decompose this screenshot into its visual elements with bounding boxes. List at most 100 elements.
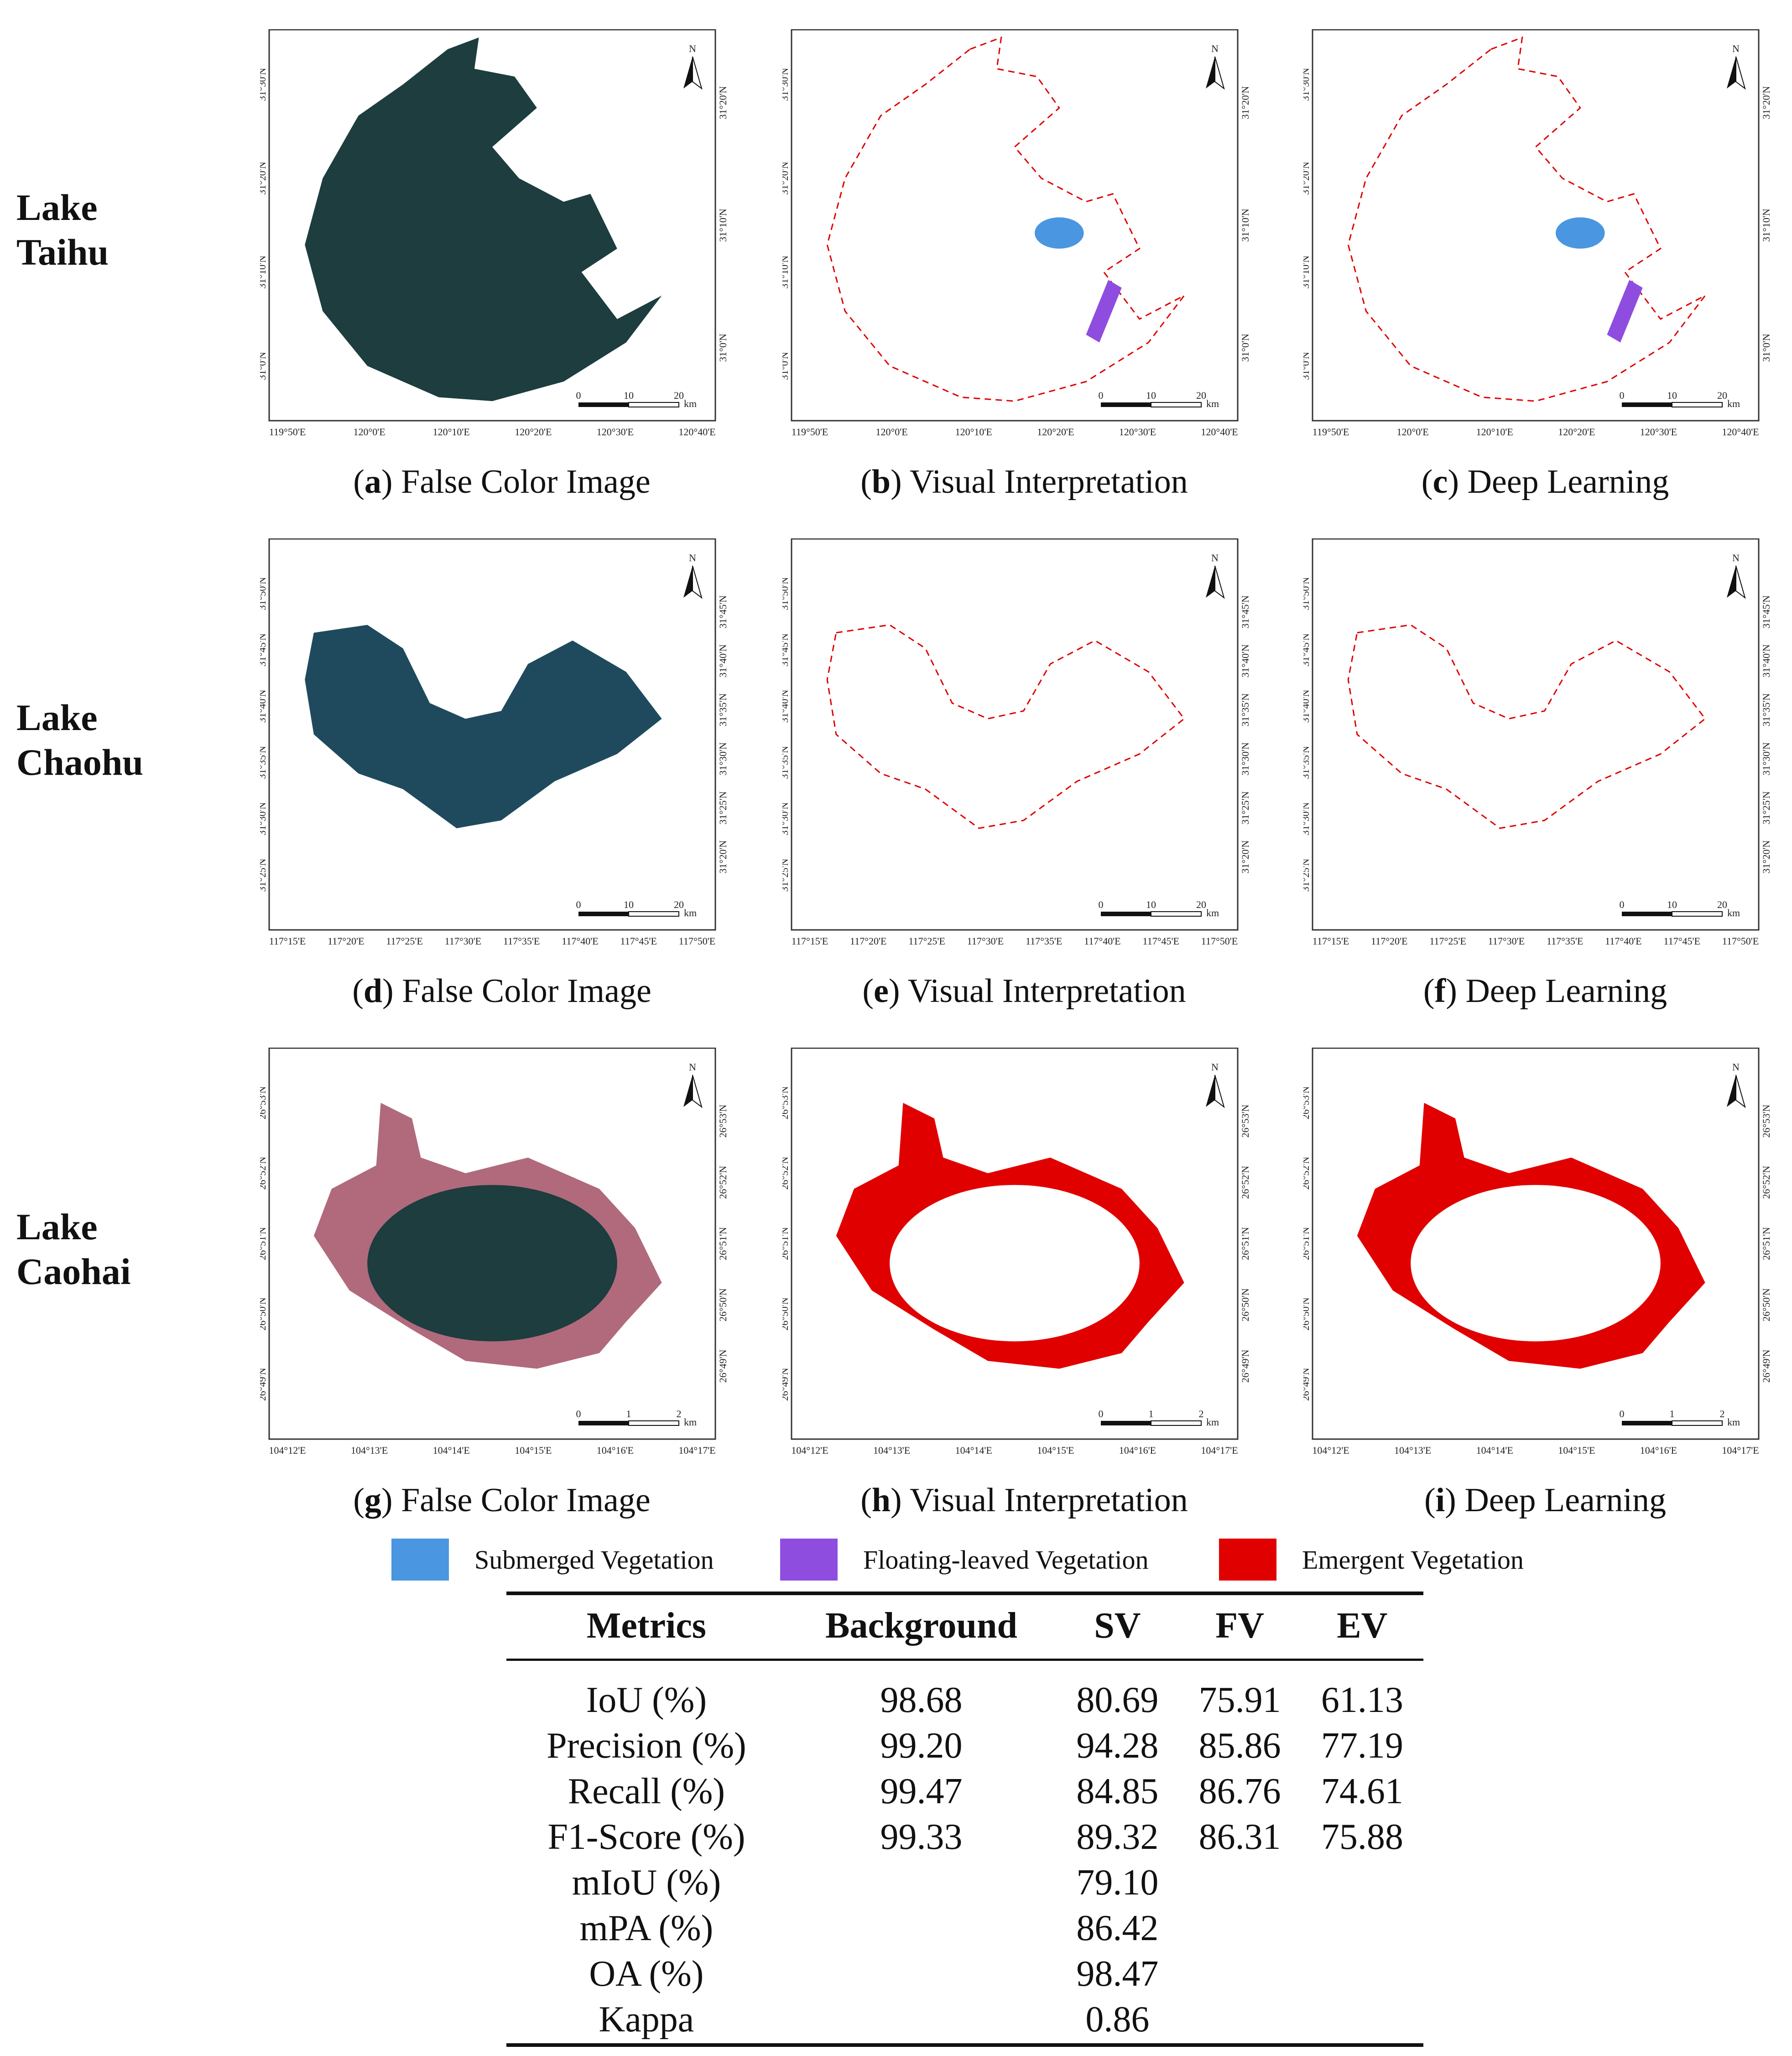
- svg-text:31°10'N: 31°10'N: [717, 209, 729, 242]
- table-cell: 85.86: [1198, 1725, 1281, 1766]
- svg-text:120°0'E: 120°0'E: [875, 426, 907, 438]
- svg-text:31°20'N: 31°20'N: [1240, 86, 1251, 120]
- table-cell: 74.61: [1321, 1771, 1403, 1811]
- lake-water: [305, 37, 662, 402]
- svg-text:117°30'E: 117°30'E: [1488, 935, 1525, 947]
- svg-text:26°51'N: 26°51'N: [260, 1227, 268, 1260]
- svg-text:31°50'N: 31°50'N: [260, 577, 268, 611]
- map-frame: [791, 29, 1239, 422]
- svg-text:26°51'N: 26°51'N: [1761, 1227, 1772, 1260]
- north-arrow-icon: N: [683, 552, 703, 599]
- legend-item-floating: Floating-leaved Vegetation: [780, 1537, 1148, 1582]
- table-cell: 99.47: [880, 1771, 963, 1811]
- svg-text:26°51'N: 26°51'N: [782, 1227, 790, 1260]
- scale-label: 10: [1146, 390, 1156, 401]
- scale-label: 2: [1720, 1408, 1725, 1419]
- table-cell: Recall (%): [568, 1771, 725, 1811]
- svg-text:31°45'N: 31°45'N: [260, 633, 268, 667]
- svg-text:31°0'N: 31°0'N: [1303, 352, 1311, 380]
- metrics-table: Metrics Background SV FV EV IoU (%) 98.68…: [506, 1592, 1423, 2053]
- svg-text:117°40'E: 117°40'E: [1605, 935, 1641, 947]
- svg-text:N: N: [1211, 552, 1219, 564]
- svg-text:120°10'E: 120°10'E: [433, 426, 470, 438]
- svg-text:104°17'E: 104°17'E: [678, 1445, 715, 1456]
- svg-text:117°20'E: 117°20'E: [850, 935, 886, 947]
- svg-text:31°25'N: 31°25'N: [1761, 791, 1772, 824]
- svg-text:31°25'N: 31°25'N: [260, 859, 268, 892]
- svg-text:104°14'E: 104°14'E: [1476, 1445, 1513, 1456]
- table-row: mIoU (%) 79.10: [506, 1860, 1423, 1905]
- row-label-chaohu: Lake Chaohu: [16, 697, 144, 783]
- scale-label: 20: [1196, 390, 1206, 401]
- scale-label: km: [1206, 1416, 1219, 1428]
- svg-text:31°30'N: 31°30'N: [1303, 802, 1311, 835]
- table-row: F1-Score (%) 99.33 89.32 86.31 75.88: [506, 1814, 1423, 1860]
- header-fv: FV: [1178, 1593, 1301, 1661]
- svg-text:N: N: [689, 552, 696, 564]
- svg-text:26°53'N: 26°53'N: [717, 1105, 729, 1138]
- table-row: Recall (%) 99.47 84.85 86.76 74.61: [506, 1769, 1423, 1814]
- svg-text:120°30'E: 120°30'E: [1119, 426, 1156, 438]
- svg-text:104°14'E: 104°14'E: [955, 1445, 992, 1456]
- scale-label: km: [684, 1416, 697, 1428]
- svg-text:N: N: [1732, 1061, 1740, 1073]
- table-row: Kappa 0.86: [506, 1997, 1423, 2053]
- lake-water: [305, 625, 662, 829]
- table-row: mPA (%) 86.42: [506, 1905, 1423, 1951]
- svg-text:31°50'N: 31°50'N: [1303, 577, 1311, 611]
- scale-label: 0: [1099, 1408, 1104, 1419]
- caption-c: (c) Deep Learning: [1421, 463, 1669, 501]
- scale-label: 10: [1667, 899, 1677, 910]
- north-arrow-icon: N: [1206, 552, 1225, 599]
- svg-text:N: N: [1211, 43, 1219, 54]
- scale-label: 0: [1620, 390, 1625, 401]
- svg-text:117°40'E: 117°40'E: [1084, 935, 1120, 947]
- scale-label: km: [1206, 907, 1219, 918]
- svg-text:26°50'N: 26°50'N: [260, 1297, 268, 1331]
- svg-text:31°25'N: 31°25'N: [1303, 859, 1311, 892]
- svg-text:31°30'N: 31°30'N: [1240, 742, 1251, 776]
- scale-label: 20: [1196, 899, 1206, 910]
- svg-text:120°30'E: 120°30'E: [597, 426, 634, 438]
- svg-text:117°20'E: 117°20'E: [328, 935, 364, 947]
- svg-text:31°10'N: 31°10'N: [1761, 209, 1772, 242]
- submerged-vegetation: [1556, 217, 1605, 249]
- scale-label: 10: [624, 390, 634, 401]
- table-bottom-rule: [506, 2043, 1423, 2047]
- row-label-caohai: Lake Caohai: [16, 1206, 131, 1292]
- scale-label: 2: [1199, 1408, 1204, 1419]
- table-cell: 0.86: [1085, 1999, 1150, 2040]
- svg-text:N: N: [1732, 552, 1740, 564]
- scale-label: km: [1727, 1416, 1740, 1428]
- svg-text:120°0'E: 120°0'E: [1396, 426, 1428, 438]
- caption-h: (h) Visual Interpretation: [860, 1482, 1188, 1519]
- svg-text:31°45'N: 31°45'N: [717, 595, 729, 629]
- svg-text:31°35'N: 31°35'N: [1303, 746, 1311, 779]
- caption-i: (i) Deep Learning: [1424, 1482, 1667, 1519]
- svg-text:117°30'E: 117°30'E: [445, 935, 481, 947]
- svg-text:120°10'E: 120°10'E: [1476, 426, 1513, 438]
- svg-text:120°10'E: 120°10'E: [955, 426, 992, 438]
- svg-text:31°40'N: 31°40'N: [717, 644, 729, 678]
- svg-text:104°16'E: 104°16'E: [597, 1445, 634, 1456]
- lake-water: [367, 1185, 617, 1341]
- svg-text:N: N: [1732, 43, 1740, 54]
- table-cell: 84.85: [1076, 1771, 1159, 1811]
- svg-text:117°35'E: 117°35'E: [503, 935, 540, 947]
- table-row: Precision (%) 99.20 94.28 85.86 77.19: [506, 1723, 1423, 1769]
- svg-text:31°0'N: 31°0'N: [782, 352, 790, 380]
- svg-text:104°12'E: 104°12'E: [1312, 1445, 1349, 1456]
- svg-text:31°45'N: 31°45'N: [1240, 595, 1251, 629]
- scale-label: km: [684, 398, 697, 409]
- svg-text:26°53'N: 26°53'N: [260, 1086, 268, 1120]
- scale-label: 2: [677, 1408, 682, 1419]
- svg-text:104°13'E: 104°13'E: [351, 1445, 388, 1456]
- svg-text:119°50'E: 119°50'E: [1313, 426, 1349, 438]
- scale-label: 10: [1146, 899, 1156, 910]
